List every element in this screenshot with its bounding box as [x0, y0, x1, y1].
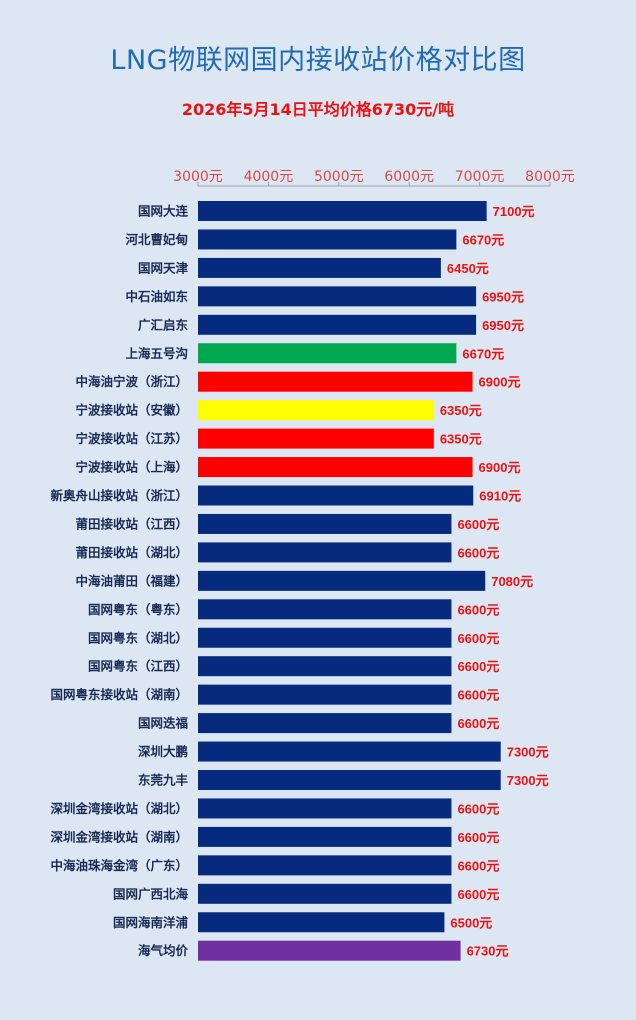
bar: [198, 428, 434, 449]
category-label: 宁波接收站（安徽）: [75, 403, 188, 418]
category-label: 新奥舟山接收站（浙江）: [50, 488, 188, 503]
category-label: 中海油珠海金湾（广东）: [50, 858, 188, 873]
bar: [198, 940, 461, 961]
category-label: 中石油如东: [125, 289, 188, 304]
data-label: 6350元: [440, 403, 482, 418]
data-label: 6600元: [457, 858, 499, 873]
category-label: 国网海南洋浦: [113, 915, 189, 930]
bar: [198, 371, 473, 392]
data-label: 6900元: [479, 375, 521, 390]
data-label: 6900元: [479, 460, 521, 475]
bar: [198, 513, 452, 534]
x-tick-label: 5000元: [314, 169, 364, 185]
x-tick-label: 6000元: [384, 169, 434, 185]
chart-subtitle: 2026年5月14日平均价格6730元/吨: [181, 100, 455, 119]
category-label: 上海五号沟: [125, 346, 188, 361]
category-label: 莆田接收站（湖北）: [75, 545, 188, 560]
data-label: 6600元: [457, 830, 499, 845]
category-label: 东莞九丰: [138, 773, 189, 788]
bar: [198, 229, 457, 250]
category-label: 国网迭福: [138, 716, 189, 731]
bar: [198, 257, 441, 278]
bar: [198, 400, 434, 421]
chart-title: LNG物联网国内接收站价格对比图: [110, 45, 526, 76]
bar: [198, 542, 452, 563]
data-label: 6670元: [462, 346, 504, 361]
data-label: 6600元: [457, 602, 499, 617]
bar: [198, 201, 487, 221]
data-label: 6670元: [462, 232, 504, 247]
data-label: 6950元: [482, 318, 524, 333]
x-tick-label: 8000元: [525, 169, 575, 185]
category-label: 中海油莆田（福建）: [75, 573, 188, 588]
category-label: 河北曹妃甸: [125, 232, 188, 247]
data-label: 6500元: [450, 915, 492, 930]
data-label: 6600元: [457, 801, 499, 816]
category-label: 海气均价: [138, 943, 189, 958]
bar: [198, 627, 452, 648]
category-label: 国网粤东（江西）: [88, 659, 188, 674]
x-tick-label: 4000元: [244, 169, 294, 185]
data-label: 6600元: [457, 631, 499, 646]
category-label: 国网粤东接收站（湖南）: [50, 687, 188, 702]
bar: [198, 684, 452, 705]
data-label: 7300元: [507, 773, 549, 788]
bar: [198, 826, 452, 847]
data-label: 6600元: [457, 688, 499, 703]
bar: [198, 314, 477, 335]
bar: [198, 485, 474, 506]
category-label: 国网广西北海: [113, 886, 189, 901]
category-label: 国网天津: [138, 260, 189, 275]
category-label: 广汇启东: [138, 317, 189, 332]
category-label: 莆田接收站（江西）: [75, 516, 188, 531]
data-label: 6600元: [457, 887, 499, 902]
data-label: 6350元: [440, 432, 482, 447]
bar: [198, 713, 452, 734]
data-label: 6730元: [467, 944, 509, 959]
data-label: 7080元: [491, 574, 533, 589]
bar: [198, 912, 445, 933]
bar: [198, 286, 477, 307]
category-label: 国网粤东（湖北）: [88, 630, 188, 645]
category-label: 宁波接收站（江苏）: [75, 431, 188, 446]
data-label: 6600元: [457, 716, 499, 731]
bar: [198, 343, 457, 364]
bar: [198, 457, 473, 478]
data-label: 6600元: [457, 517, 499, 532]
bar: [198, 855, 452, 876]
category-label: 深圳大鹏: [138, 744, 188, 759]
bar: [198, 883, 452, 904]
category-label: 宁波接收站（上海）: [75, 460, 188, 475]
data-label: 7300元: [507, 745, 549, 760]
data-label: 6910元: [479, 489, 521, 504]
data-label: 6450元: [447, 261, 489, 276]
category-label: 国网粤东（粤东）: [88, 602, 188, 617]
data-label: 6600元: [457, 659, 499, 674]
data-label: 6950元: [482, 289, 524, 304]
bar: [198, 741, 501, 762]
x-tick-label: 7000元: [455, 169, 505, 185]
bar: [198, 656, 452, 677]
bar: [198, 570, 486, 591]
bar: [198, 798, 452, 819]
category-label: 深圳金湾接收站（湖北）: [50, 801, 188, 816]
data-label: 7100元: [493, 204, 535, 219]
bar: [198, 599, 452, 620]
category-label: 深圳金湾接收站（湖南）: [50, 829, 188, 844]
category-label: 国网大连: [138, 204, 189, 219]
bar: [198, 770, 501, 790]
x-tick-label: 3000元: [173, 169, 223, 185]
category-label: 中海油宁波（浙江）: [75, 374, 188, 389]
data-label: 6600元: [457, 545, 499, 560]
